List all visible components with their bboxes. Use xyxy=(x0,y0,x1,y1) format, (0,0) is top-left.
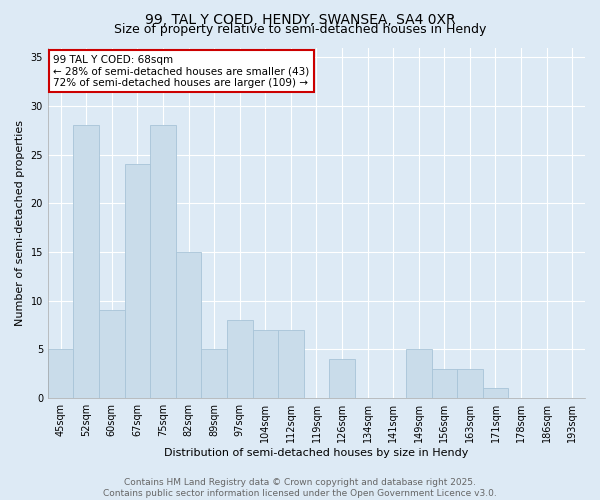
Bar xyxy=(253,330,278,398)
Bar xyxy=(329,359,355,398)
Text: Contains HM Land Registry data © Crown copyright and database right 2025.
Contai: Contains HM Land Registry data © Crown c… xyxy=(103,478,497,498)
Bar xyxy=(73,126,99,398)
Bar xyxy=(431,368,457,398)
Bar xyxy=(202,349,227,398)
Bar xyxy=(176,252,202,398)
Bar xyxy=(125,164,150,398)
Bar xyxy=(457,368,482,398)
Bar xyxy=(227,320,253,398)
Text: Size of property relative to semi-detached houses in Hendy: Size of property relative to semi-detach… xyxy=(114,22,486,36)
Bar xyxy=(48,349,73,398)
Bar xyxy=(482,388,508,398)
Bar xyxy=(278,330,304,398)
Bar xyxy=(150,126,176,398)
Text: 99 TAL Y COED: 68sqm
← 28% of semi-detached houses are smaller (43)
72% of semi-: 99 TAL Y COED: 68sqm ← 28% of semi-detac… xyxy=(53,54,310,88)
Y-axis label: Number of semi-detached properties: Number of semi-detached properties xyxy=(15,120,25,326)
Text: 99, TAL Y COED, HENDY, SWANSEA, SA4 0XR: 99, TAL Y COED, HENDY, SWANSEA, SA4 0XR xyxy=(145,12,455,26)
Bar xyxy=(406,349,431,398)
X-axis label: Distribution of semi-detached houses by size in Hendy: Distribution of semi-detached houses by … xyxy=(164,448,469,458)
Bar xyxy=(99,310,125,398)
